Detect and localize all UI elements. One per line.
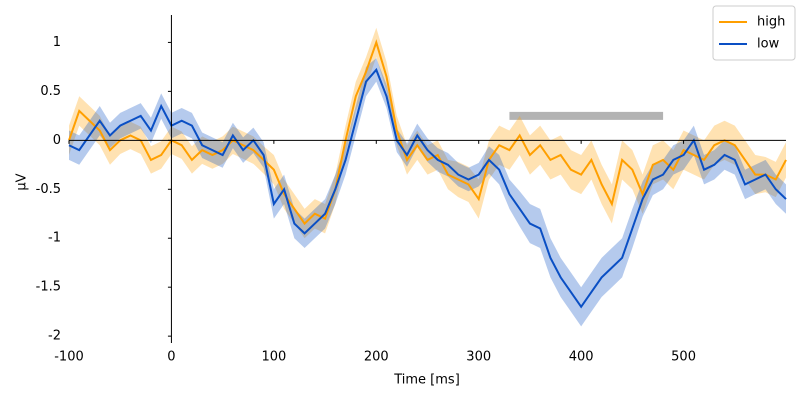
y-tick-label: 0 (53, 133, 61, 148)
x-tick-label: 100 (261, 350, 286, 365)
series-line (68, 39, 787, 226)
x-tick-label: 0 (167, 350, 175, 365)
y-axis-label: µV (15, 173, 30, 190)
confidence-band (69, 58, 786, 327)
x-axis-label: Time [ms] (393, 373, 460, 388)
x-tick-label: 500 (671, 350, 696, 365)
x-tick-label: 300 (466, 350, 491, 365)
y-tick-label: -1 (48, 231, 61, 246)
confidence-band (69, 27, 786, 239)
y-tick-label: -2 (48, 329, 61, 344)
x-tick-label: -100 (54, 350, 84, 365)
series-line (68, 67, 787, 309)
legend-label: high (757, 15, 785, 30)
y-tick-label: -1.5 (36, 280, 61, 295)
legend-box (712, 5, 796, 61)
y-tick-label: 0.5 (40, 84, 61, 99)
x-tick-label: 200 (364, 350, 389, 365)
y-tick-label: 1 (53, 35, 61, 50)
y-tick-label: -0.5 (36, 182, 61, 197)
x-tick-label: 400 (569, 350, 594, 365)
legend-label: low (757, 37, 780, 52)
